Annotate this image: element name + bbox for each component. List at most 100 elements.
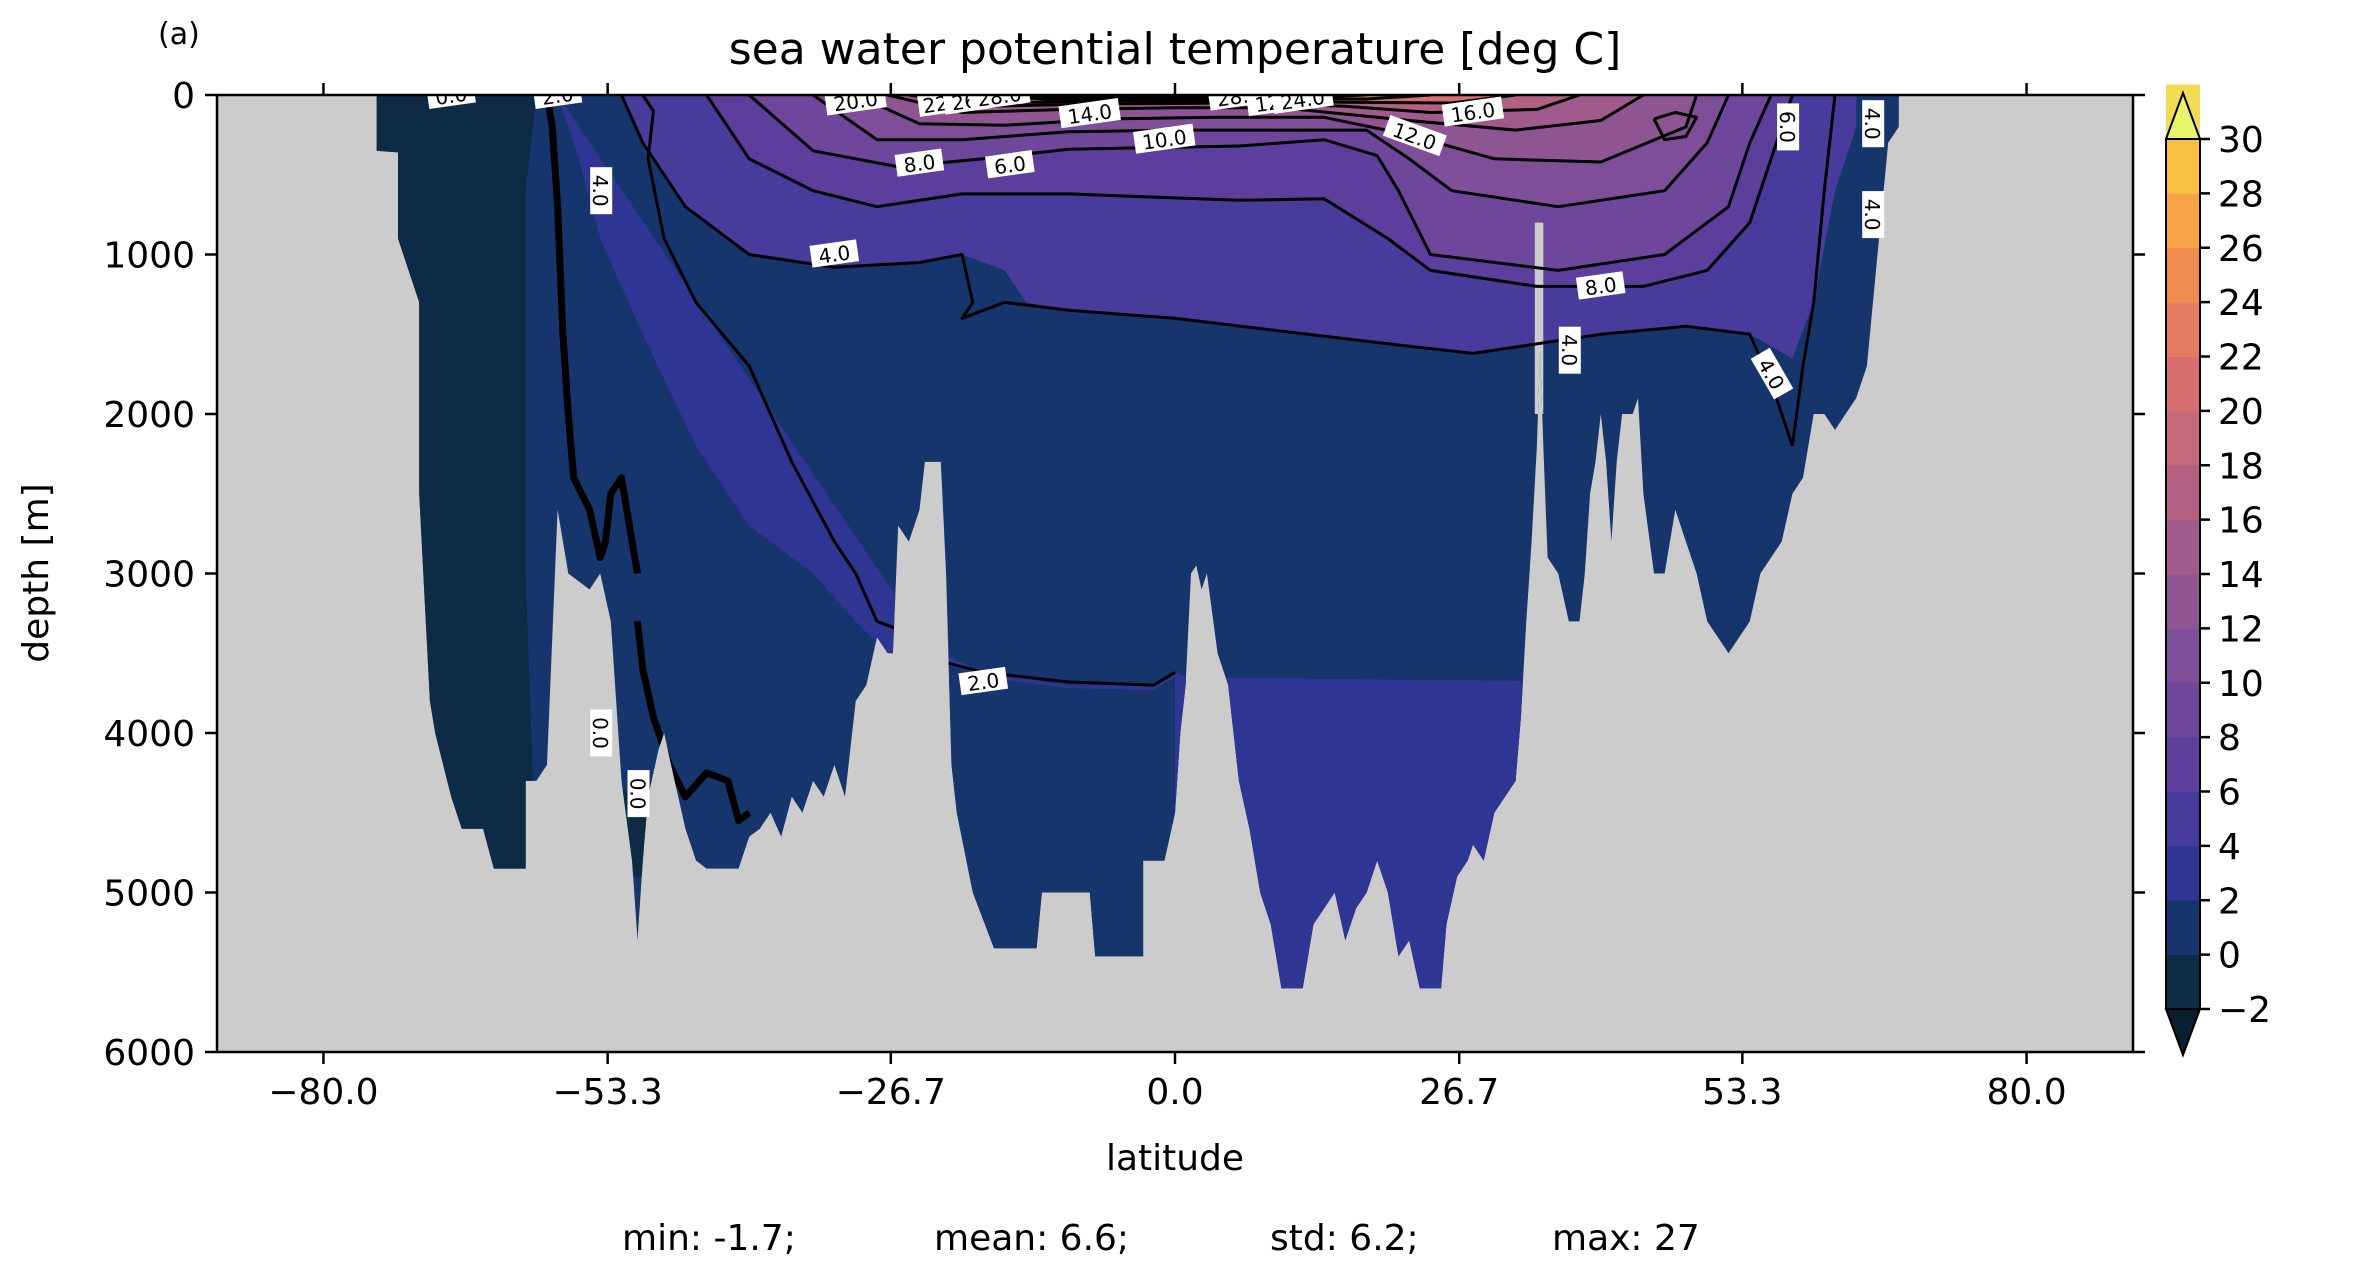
colorbar-tick-label: 28: [2218, 174, 2264, 215]
contour-label: 4.0: [1860, 100, 1885, 148]
contour-label-text: 0.0: [434, 82, 469, 110]
contour-label-text: 4.0: [1860, 199, 1884, 231]
contour-label-text: 6.0: [1775, 111, 1799, 143]
colorbar-segment: [2166, 465, 2200, 521]
y-axis-label: depth [m]: [16, 483, 57, 662]
y-axis: 0 1000 2000 3000 4000 5000 6000: [103, 76, 2145, 1074]
contour-label-text: 0.0: [626, 778, 650, 810]
colorbar-segment: [2166, 628, 2200, 684]
colorbar-tick-label: 6: [2218, 773, 2241, 814]
colorbar-tick-label: 14: [2218, 555, 2264, 596]
contour-label: 16.0: [1441, 96, 1505, 127]
stat-mean: mean: 6.6;: [934, 1218, 1129, 1259]
stat-max: max: 27: [1552, 1218, 1700, 1259]
contour-label-text: 22: [921, 91, 950, 118]
x-tick-label: −53.3: [552, 1072, 662, 1113]
colorbar-segment: [2166, 737, 2200, 792]
contour-label-text: 24.0: [1279, 85, 1326, 115]
colorbar-tick-label: 26: [2218, 229, 2264, 270]
contour-2: [641, 95, 1176, 687]
colorbar-tick-label: 16: [2218, 501, 2264, 542]
colorbar-segment: [2166, 954, 2200, 1010]
contour-label: 0.0: [588, 709, 613, 757]
contour-0-thick: [543, 95, 641, 575]
contour-label-text: 8.0: [902, 150, 937, 178]
colorbar-extend-min: [2164, 1008, 2202, 1058]
y-tick-label: 5000: [103, 874, 195, 915]
contour-4-north: [1790, 95, 1837, 447]
contour-10: [812, 95, 1730, 209]
colorbar-segment: [2166, 247, 2200, 303]
contour-label-text: 4.0: [817, 240, 852, 268]
colorbar-tick-label: 2: [2218, 881, 2241, 922]
x-tick-label: −80.0: [268, 1072, 378, 1113]
colorbar-segment: [2166, 356, 2200, 412]
colorbar-segment: [2166, 519, 2200, 575]
colorbar-tick-label: 4: [2218, 827, 2241, 868]
contour-label-text: 8.0: [1583, 272, 1618, 300]
y-tick-label: 0: [172, 76, 195, 117]
contour-label: 6.0: [1775, 103, 1800, 151]
land-notch: [1534, 222, 1544, 414]
contour-label: 4.0: [1860, 191, 1885, 239]
colorbar-tick-label: 18: [2218, 446, 2264, 487]
contour-label: 24.0: [1271, 85, 1334, 115]
contour-label: 8.0: [1575, 271, 1626, 300]
colorbar-segment: [2166, 139, 2200, 194]
contour-22: [962, 95, 1431, 101]
colorbar-segment: [2166, 791, 2200, 847]
x-tick-label: 0.0: [1146, 1072, 1203, 1113]
stat-min: min: -1.7;: [622, 1218, 796, 1259]
colorbar-segment: [2166, 302, 2200, 357]
contour-6: [705, 95, 1794, 288]
contour-label-text: 4.0: [1860, 108, 1884, 140]
colorbar-segment: [2166, 845, 2200, 901]
chart-title: sea water potential temperature [deg C]: [729, 24, 1622, 75]
y-tick-label: 2000: [103, 395, 195, 436]
colorbar-tick-label: −2: [2218, 990, 2271, 1031]
y-tick-label: 1000: [103, 236, 195, 277]
contour-4-loop: [1652, 111, 1699, 142]
contour-label-text: 6.0: [993, 151, 1028, 179]
colorbar-segment: [2166, 900, 2200, 956]
colorbar-tick-label: 22: [2218, 338, 2264, 379]
y-tick-label: 6000: [103, 1033, 195, 1074]
stats-line: min: -1.7; mean: 6.6; std: 6.2; max: 27: [622, 1218, 1700, 1259]
y-tick-label: 3000: [103, 555, 195, 596]
contour-0-thick-deep: [634, 621, 752, 825]
x-axis-label: latitude: [1106, 1138, 1244, 1179]
stat-std: std: 6.2;: [1270, 1218, 1419, 1259]
colorbar-tick-label: 24: [2218, 283, 2264, 324]
colorbar-tick-label: 20: [2218, 392, 2264, 433]
contour-label-text: 2.0: [966, 668, 1001, 696]
contour-label: 4.0: [809, 239, 860, 269]
contour-4: [620, 95, 1794, 447]
contour-label: 4.0: [1557, 326, 1581, 374]
contour-label: 6.0: [985, 150, 1035, 179]
x-tick-label: −26.7: [836, 1072, 946, 1113]
colorbar-tick-label: 30: [2218, 120, 2264, 161]
colorbar-segment: [2166, 193, 2200, 249]
contour-label: 2.0: [532, 82, 583, 110]
contour-label: 0.0: [626, 770, 650, 818]
colorbar-tick-label: 10: [2218, 664, 2264, 705]
colorbar-segment: [2166, 574, 2200, 629]
x-tick-label: 26.7: [1419, 1072, 1499, 1113]
contour-label-text: 4.0: [588, 175, 612, 207]
plot-area: 0.0 2.04.020.0 22 26.28.014.08.0 6.010.028.0…: [217, 82, 2133, 1052]
contour-label: 4.0: [588, 167, 613, 215]
y-tick-label: 4000: [103, 714, 195, 755]
contour-label-text: 0.0: [588, 717, 612, 749]
contour-label: 8.0: [894, 148, 945, 178]
contour-label-text: 2.0: [540, 82, 575, 110]
panel-label: (a): [158, 17, 200, 52]
contour-label: 0.0: [426, 82, 476, 110]
contour-label-text: 20.0: [832, 86, 879, 116]
contour-label: 14.0: [1058, 98, 1121, 129]
contour-12: [855, 95, 1699, 164]
contour-label: 20.0: [824, 86, 887, 116]
x-axis: −80.0 −53.3 −26.7 0.0 26.7 53.3 80.0: [268, 83, 2067, 1113]
colorbar-tick-label: 8: [2218, 718, 2241, 759]
